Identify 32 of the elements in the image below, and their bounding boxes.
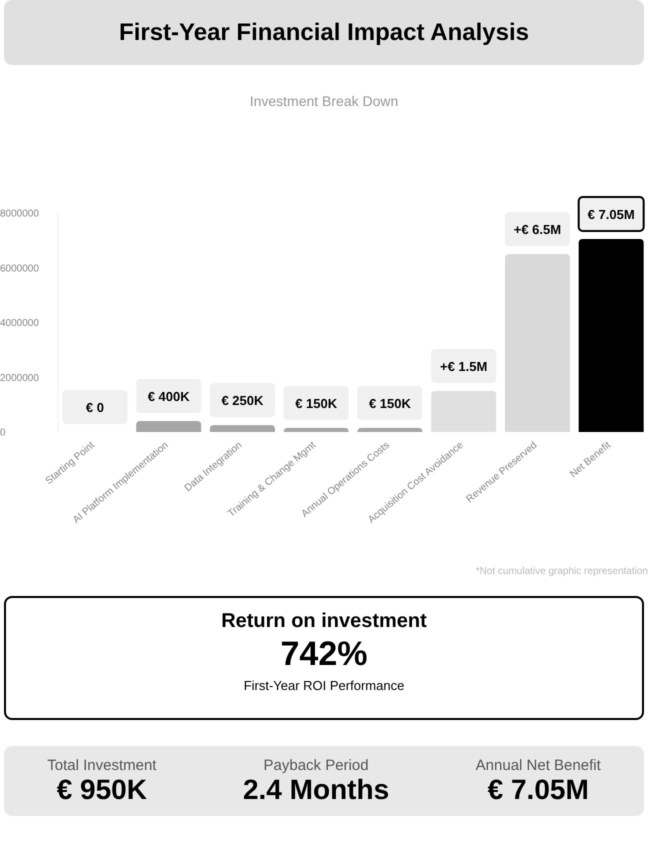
data-label: +€ 1.5M	[440, 358, 488, 374]
text: € 7.05M	[486, 774, 590, 806]
text: Return on investment	[220, 610, 428, 633]
bar	[210, 425, 275, 432]
text: Payback Period	[262, 756, 370, 774]
text: 2.4 Months	[242, 774, 390, 806]
bar	[431, 390, 496, 432]
y-tick-label: 0	[0, 428, 6, 439]
y-tick-label: 4000000	[0, 318, 40, 330]
bar	[284, 428, 349, 432]
data-label: € 250K	[221, 393, 264, 408]
data-label: +€ 6.5M	[514, 222, 562, 238]
text: € 950K	[56, 774, 148, 806]
bar	[578, 239, 644, 432]
text: 742%	[280, 635, 368, 674]
text: *Not cumulative graphic representation	[476, 566, 648, 577]
bar	[504, 254, 570, 432]
text: Annual Net Benefit	[476, 756, 601, 774]
bar	[357, 428, 422, 432]
y-tick-label: 2000000	[0, 372, 40, 384]
data-label: € 150K	[368, 396, 412, 411]
chart-subtitle: Investment Break Down	[248, 93, 400, 109]
text: Total Investment	[47, 756, 156, 774]
data-label: € 0	[86, 400, 104, 415]
text: First-Year ROI Performance	[242, 678, 406, 693]
data-label: € 400K	[148, 389, 190, 404]
data-label: € 7.05M	[588, 207, 635, 222]
y-tick-label: 6000000	[0, 263, 40, 274]
bar	[136, 421, 202, 432]
data-label: € 150K	[295, 396, 338, 411]
chart-title: First-Year Financial Impact Analysis	[4, 0, 644, 65]
y-tick-label: 8000000	[0, 208, 40, 220]
